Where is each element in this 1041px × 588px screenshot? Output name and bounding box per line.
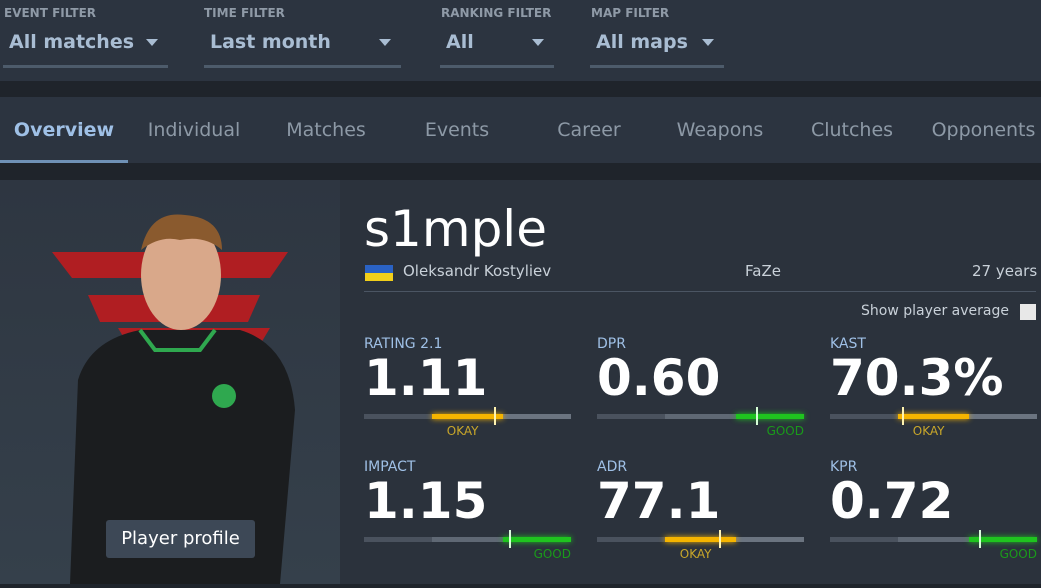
stat-grade: OKAY bbox=[446, 424, 479, 438]
chevron-down-icon bbox=[532, 39, 544, 46]
player-profile-button[interactable]: Player profile bbox=[106, 520, 255, 558]
stat-bar: GOOD bbox=[364, 530, 571, 561]
filter-bar: EVENT FILTER All matches TIME FILTER Las… bbox=[0, 0, 1041, 81]
stat-bar-marker bbox=[508, 530, 511, 548]
stat-bar: GOOD bbox=[597, 407, 804, 438]
event-filter-select[interactable]: All matches bbox=[3, 28, 168, 68]
stat-kpr: KPR 0.72 GOOD bbox=[830, 459, 1037, 561]
tab-bar: Overview Individual Matches Events Caree… bbox=[0, 97, 1041, 163]
ukraine-flag-icon bbox=[365, 265, 393, 281]
filter-value: Last month bbox=[210, 31, 331, 53]
stat-value: 0.72 bbox=[830, 472, 954, 530]
stat-bar: OKAY bbox=[364, 407, 571, 438]
player-nickname: s1mple bbox=[364, 200, 547, 258]
show-average-label: Show player average bbox=[861, 303, 1009, 319]
stat-rating-2-1: RATING 2.1 1.11 OKAY bbox=[364, 336, 571, 438]
stat-value: 1.11 bbox=[364, 349, 488, 407]
stat-grade: GOOD bbox=[766, 424, 804, 438]
tab-matches[interactable]: Matches bbox=[286, 119, 366, 141]
chevron-down-icon bbox=[702, 39, 714, 46]
filter-label: RANKING FILTER bbox=[441, 6, 552, 20]
chevron-down-icon bbox=[379, 39, 391, 46]
stat-grade: OKAY bbox=[912, 424, 945, 438]
stat-bar-highlight bbox=[898, 414, 969, 419]
tab-opponents[interactable]: Opponents bbox=[931, 119, 1036, 141]
stat-bar-marker bbox=[494, 407, 497, 425]
stat-label: KPR bbox=[830, 459, 858, 475]
time-filter-select[interactable]: Last month bbox=[204, 28, 401, 68]
player-photo bbox=[0, 180, 340, 584]
stat-label: IMPACT bbox=[364, 459, 416, 475]
map-filter-select[interactable]: All maps bbox=[590, 28, 724, 68]
stat-value: 77.1 bbox=[597, 472, 721, 530]
tab-events[interactable]: Events bbox=[424, 119, 490, 141]
stat-bar-highlight bbox=[968, 537, 1037, 542]
stat-impact: IMPACT 1.15 GOOD bbox=[364, 459, 571, 561]
tab-clutches[interactable]: Clutches bbox=[810, 119, 894, 141]
stat-grade: OKAY bbox=[679, 547, 712, 561]
stat-label: ADR bbox=[597, 459, 628, 475]
stat-value: 1.15 bbox=[364, 472, 488, 530]
stat-bar: OKAY bbox=[597, 530, 804, 561]
stat-bar-highlight bbox=[735, 414, 804, 419]
filter-value: All bbox=[446, 31, 474, 53]
stat-bar: OKAY bbox=[830, 407, 1037, 438]
stat-value: 70.3% bbox=[830, 349, 1004, 407]
filter-label: MAP FILTER bbox=[591, 6, 670, 20]
tab-career[interactable]: Career bbox=[557, 119, 621, 141]
stat-bar-highlight bbox=[432, 414, 503, 419]
player-age: 27 years bbox=[972, 262, 1038, 280]
filter-label: TIME FILTER bbox=[204, 6, 285, 20]
filter-value: All maps bbox=[596, 31, 688, 53]
stat-bar-highlight bbox=[665, 537, 736, 542]
stat-bar-highlight bbox=[502, 537, 571, 542]
stat-dpr: DPR 0.60 GOOD bbox=[597, 336, 804, 438]
tab-overview[interactable]: Overview bbox=[0, 97, 128, 163]
stat-bar-marker bbox=[756, 407, 759, 425]
stat-label: KAST bbox=[830, 336, 866, 352]
stat-grade: GOOD bbox=[533, 547, 571, 561]
stat-bar-marker bbox=[902, 407, 905, 425]
stat-grade: GOOD bbox=[999, 547, 1037, 561]
stat-bar-marker bbox=[979, 530, 982, 548]
stat-bar: GOOD bbox=[830, 530, 1037, 561]
player-summary: Player profile s1mple Oleksandr Kostylie… bbox=[0, 180, 1041, 584]
stat-kast: KAST 70.3% OKAY bbox=[830, 336, 1037, 438]
stat-label: DPR bbox=[597, 336, 626, 352]
stat-adr: ADR 77.1 OKAY bbox=[597, 459, 804, 561]
tab-individual[interactable]: Individual bbox=[147, 119, 241, 141]
player-real-name: Oleksandr Kostyliev bbox=[403, 262, 552, 280]
show-average-checkbox[interactable] bbox=[1020, 304, 1036, 320]
filter-label: EVENT FILTER bbox=[4, 6, 97, 20]
tab-weapons[interactable]: Weapons bbox=[676, 119, 764, 141]
stat-value: 0.60 bbox=[597, 349, 721, 407]
stat-label: RATING 2.1 bbox=[364, 336, 443, 352]
chevron-down-icon bbox=[146, 39, 158, 46]
filter-value: All matches bbox=[9, 31, 135, 53]
player-team[interactable]: FaZe bbox=[745, 262, 781, 280]
divider bbox=[364, 291, 1036, 292]
stat-bar-marker bbox=[719, 530, 722, 548]
ranking-filter-select[interactable]: All bbox=[440, 28, 554, 68]
